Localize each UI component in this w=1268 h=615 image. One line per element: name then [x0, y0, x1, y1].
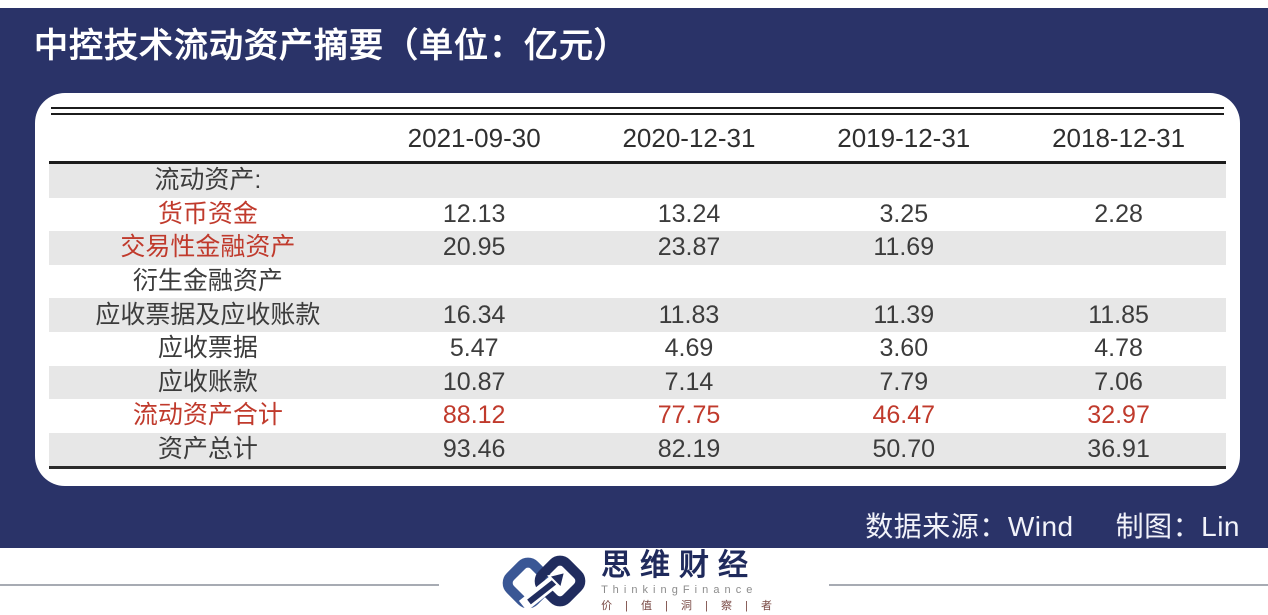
- value-cell: 46.47: [872, 401, 936, 430]
- table-row: 货币资金 12.13 13.24 3.25 2.28: [49, 198, 1226, 232]
- value-cell: 12.13: [442, 199, 506, 228]
- source-value: Wind: [1007, 511, 1074, 542]
- page-title: 中控技术流动资产摘要（单位：亿元）: [34, 27, 629, 65]
- table-row: 流动资产合计 88.12 77.75 46.47 32.97: [49, 399, 1226, 433]
- value-cell: 88.12: [442, 401, 506, 430]
- value-cell: [1011, 163, 1226, 198]
- value-cell: 5.47: [449, 334, 499, 363]
- value-cell: 4.69: [664, 334, 714, 363]
- source-note: 数据来源：Wind 制图：Lin: [865, 505, 1240, 545]
- footer-divider-left: [0, 583, 440, 586]
- value-cell: 16.34: [442, 300, 506, 329]
- table-card: 2021-09-30 2020-12-31 2019-12-31 2018-12-31…: [35, 93, 1240, 486]
- value-cell: [582, 163, 797, 198]
- value-cell: 82.19: [657, 435, 721, 464]
- value-cell: 4.78: [1094, 334, 1143, 363]
- row-label-cell: 流动资产合计: [132, 401, 283, 430]
- brand-name-en: T h i n k i n g F i n a n c e: [601, 583, 754, 596]
- value-cell: 93.46: [442, 435, 506, 464]
- value-cell: [1011, 231, 1226, 265]
- value-cell: [367, 265, 582, 299]
- brand-name: 思维财经: [601, 549, 758, 583]
- brand-footer: 思维财经 T h i n k i n g F i n a n c e 价 | 值…: [0, 548, 1268, 615]
- value-cell: 2.28: [1094, 199, 1143, 228]
- header-date-cell: 2021-09-30: [407, 122, 541, 153]
- value-cell: [796, 265, 1011, 299]
- brand-tagline: 价 | 值 | 洞 | 察 | 者: [601, 599, 777, 612]
- table-row: 应收票据 5.47 4.69 3.60 4.78: [49, 332, 1226, 366]
- table-row: 应收账款 10.87 7.14 7.79 7.06: [49, 365, 1226, 400]
- table-row: 衍生金融资产: [49, 265, 1226, 299]
- author-label: 制图：: [1115, 511, 1202, 542]
- value-cell: 13.24: [657, 199, 721, 228]
- row-label-cell: 交易性金融资产: [120, 233, 296, 262]
- value-cell: 77.75: [657, 401, 721, 430]
- value-cell: [367, 163, 582, 198]
- value-cell: 36.91: [1087, 435, 1150, 464]
- header-date-cell: 2020-12-31: [622, 122, 756, 153]
- table-row: 流动资产:: [49, 162, 1226, 198]
- value-cell: 11.83: [658, 300, 720, 329]
- row-label-cell: 衍生金融资产: [132, 267, 283, 296]
- row-label-cell: 应收票据及应收账款: [95, 300, 321, 329]
- assets-table: 2021-09-30 2020-12-31 2019-12-31 2018-12-31…: [49, 115, 1226, 469]
- value-cell: 3.25: [879, 199, 929, 228]
- value-cell: 50.70: [872, 435, 936, 464]
- value-cell: 7.14: [664, 367, 714, 396]
- author-value: Lin: [1201, 511, 1240, 542]
- value-cell: 32.97: [1087, 401, 1150, 430]
- footer-divider-right: [828, 583, 1268, 586]
- value-cell: [1011, 265, 1226, 299]
- source-label: 数据来源：: [865, 511, 1008, 542]
- table-header-row: 2021-09-30 2020-12-31 2019-12-31 2018-12-31: [49, 115, 1226, 163]
- value-cell: 11.85: [1088, 300, 1149, 329]
- value-cell: 11.69: [873, 233, 935, 262]
- table-row: 应收票据及应收账款 16.34 11.83 11.39 11.85: [49, 298, 1226, 332]
- value-cell: 7.06: [1094, 367, 1143, 396]
- header-blank-cell: [49, 115, 367, 163]
- value-cell: [796, 163, 1011, 198]
- value-cell: 23.87: [657, 233, 721, 262]
- value-cell: [582, 265, 797, 299]
- header-date-cell: 2018-12-31: [1052, 122, 1186, 153]
- table-top-rule: [51, 107, 1224, 115]
- table-row: 资产总计 93.46 82.19 50.70 36.91: [49, 432, 1226, 468]
- value-cell: 20.95: [442, 233, 506, 262]
- row-label-cell: 应收票据: [157, 334, 258, 363]
- row-label-cell: 资产总计: [157, 435, 258, 464]
- brand-text-block: 思维财经 T h i n k i n g F i n a n c e 价 | 值…: [601, 550, 777, 613]
- thinking-finance-logo-icon: [502, 555, 586, 611]
- navy-panel: 中控技术流动资产摘要（单位：亿元） 2021-09-30 2020-12-31 20…: [0, 8, 1268, 548]
- row-label-cell: 应收账款: [157, 367, 258, 396]
- value-cell: 10.87: [442, 367, 506, 396]
- header-date-cell: 2019-12-31: [837, 122, 971, 153]
- row-label-cell: 货币资金: [157, 199, 258, 228]
- value-cell: 11.39: [873, 300, 935, 329]
- value-cell: 7.79: [879, 367, 929, 396]
- table-row: 交易性金融资产 20.95 23.87 11.69: [49, 231, 1226, 265]
- row-label-cell: 流动资产:: [154, 166, 262, 195]
- value-cell: 3.60: [879, 334, 929, 363]
